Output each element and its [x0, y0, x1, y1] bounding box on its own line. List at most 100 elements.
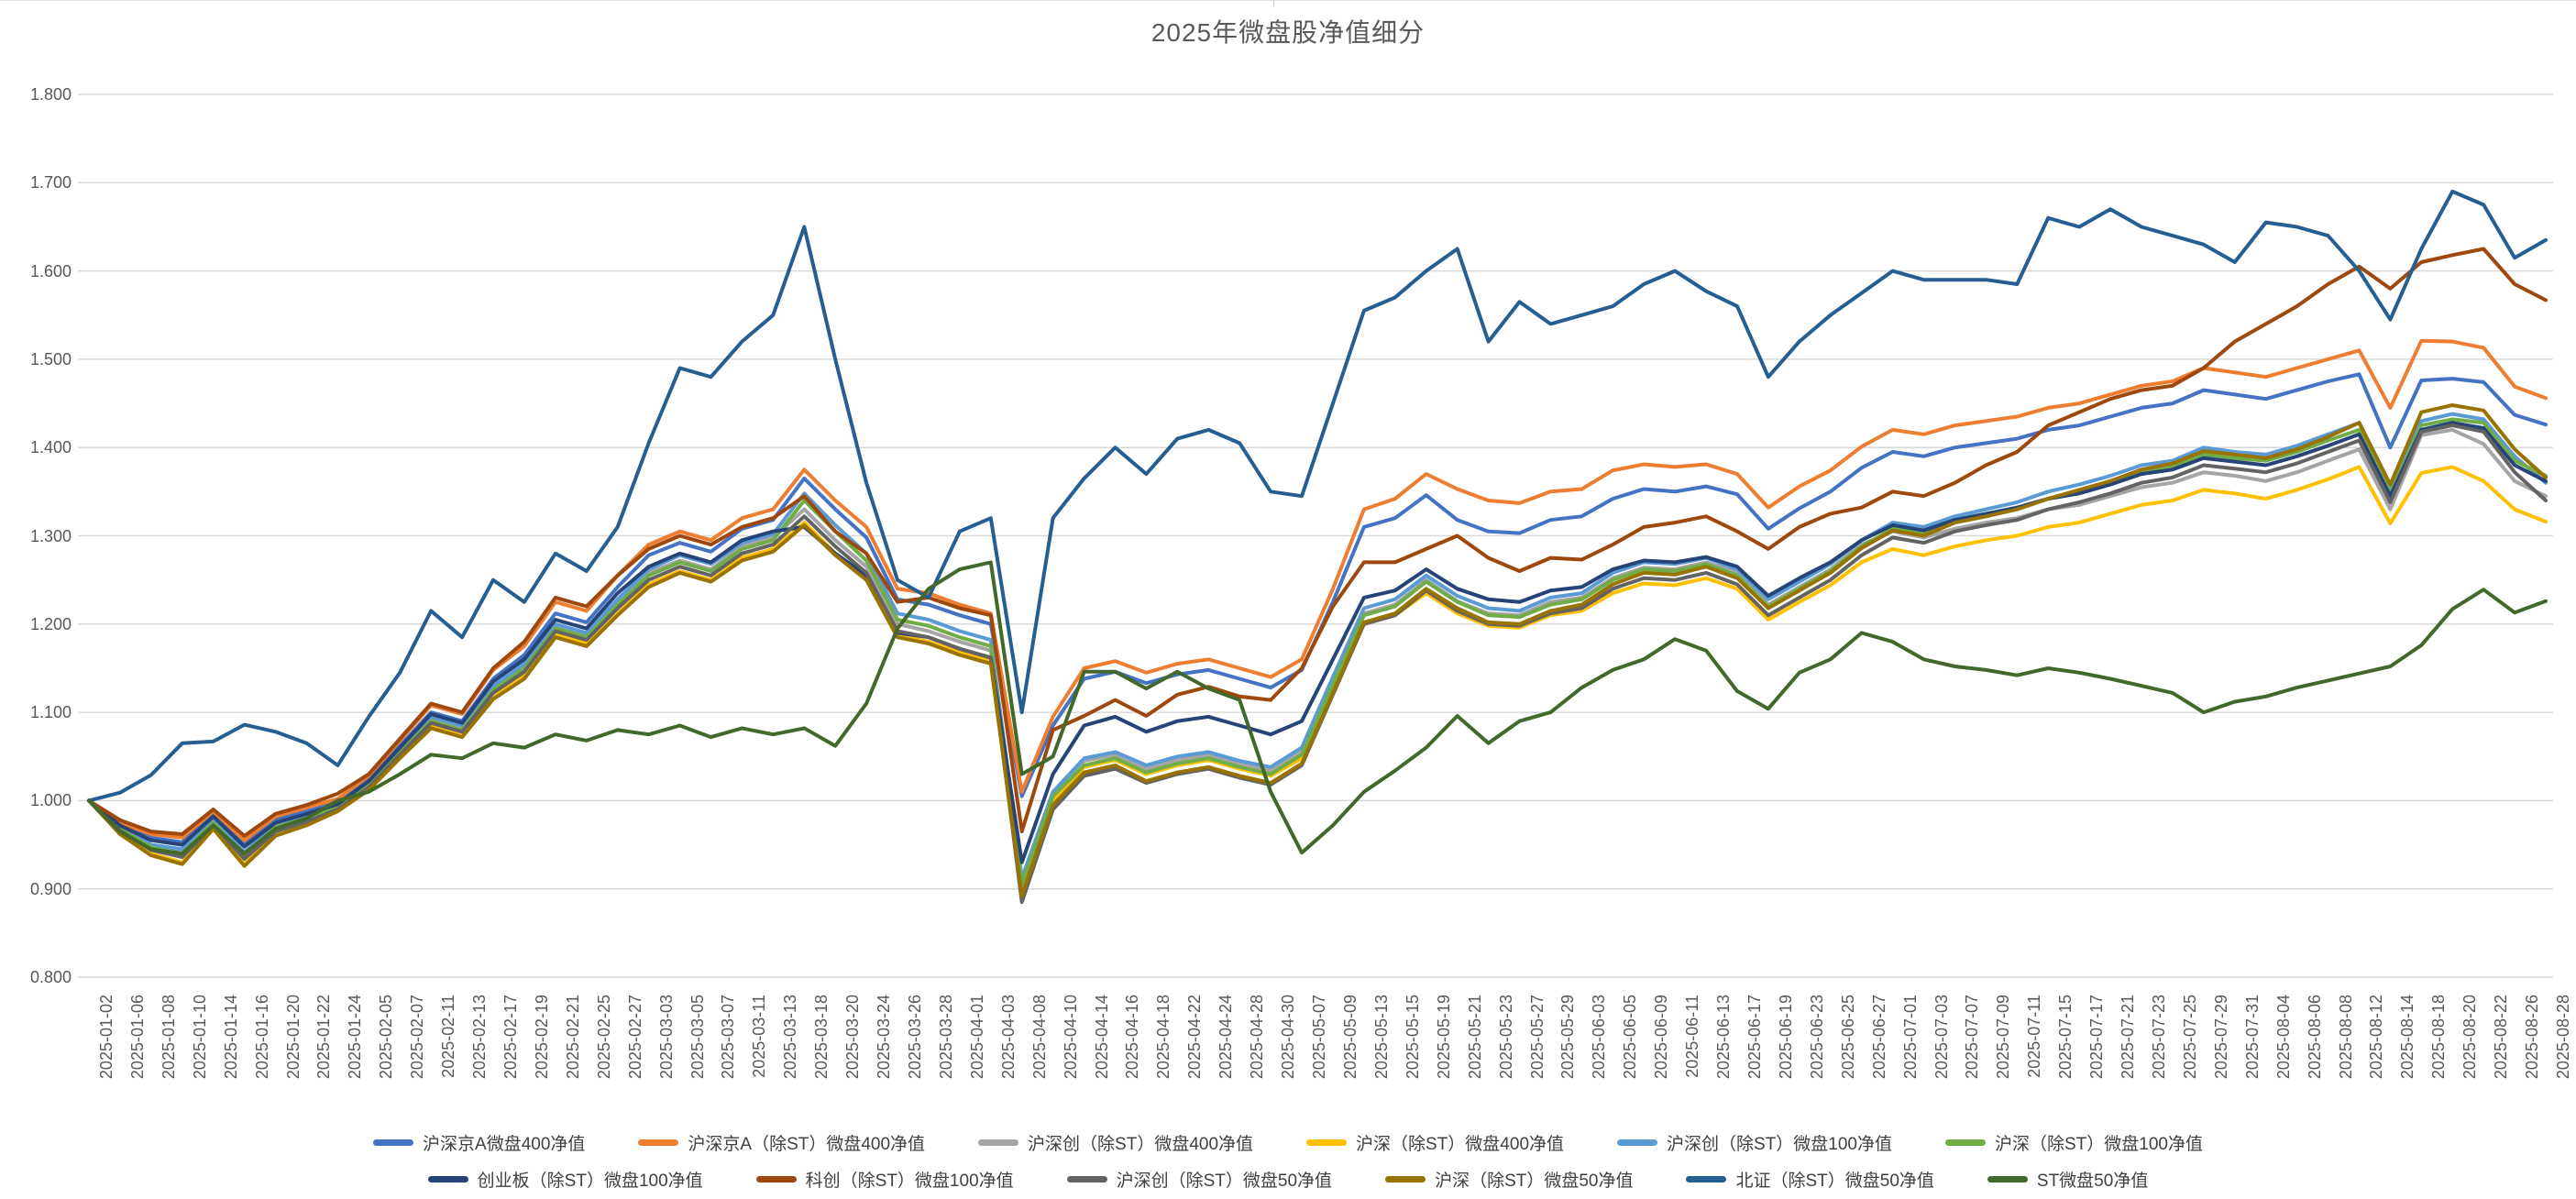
x-tick-label: 2025-05-15 [1403, 995, 1422, 1080]
x-tick-label: 2025-07-07 [1963, 995, 1982, 1080]
series-line [87, 247, 2548, 838]
legend-item[interactable]: 科创（除ST）微盘100净值 [755, 1167, 1014, 1192]
legend-item[interactable]: 沪深（除ST）微盘100净值 [1945, 1130, 2203, 1155]
x-tick-label: 2025-04-18 [1154, 995, 1173, 1080]
legend-item[interactable]: ST微盘50净值 [1987, 1167, 2148, 1192]
series-line [87, 465, 2548, 891]
series-line [87, 560, 2548, 856]
y-tick-label: 1.100 [29, 703, 72, 722]
x-tick-label: 2025-06-13 [1714, 995, 1734, 1080]
series-line [87, 417, 2548, 886]
x-tick-label: 2025-06-19 [1776, 995, 1795, 1080]
x-tick-label: 2025-02-05 [377, 995, 396, 1080]
x-tick-label: 2025-01-20 [283, 995, 303, 1080]
x-tick-label: 2025-01-14 [221, 995, 240, 1080]
x-tick-label: 2025-03-07 [719, 995, 738, 1080]
legend-swatch-icon [755, 1175, 797, 1182]
legend-swatch-icon [427, 1175, 468, 1182]
legend-label: 沪深（除ST）微盘400净值 [1356, 1134, 1565, 1154]
x-tick-label: 2025-06-25 [1838, 995, 1857, 1080]
x-tick-label: 2025-01-06 [127, 995, 147, 1080]
legend-item[interactable]: 沪深京A微盘400净值 [373, 1130, 585, 1155]
x-tick-label: 2025-02-25 [594, 995, 613, 1080]
legend-label: 科创（除ST）微盘100净值 [805, 1171, 1014, 1191]
x-tick-label: 2025-08-28 [2554, 995, 2572, 1080]
x-tick-label: 2025-03-05 [688, 995, 707, 1080]
chart-legend: 沪深京A微盘400净值 沪深京A（除ST）微盘400净值 沪深创（除ST）微盘400… [0, 1124, 2576, 1197]
spreadsheet-gridline-artifact [1273, 0, 1274, 6]
x-tick-label: 2025-01-10 [190, 995, 209, 1080]
x-tick-label: 2025-07-03 [1932, 995, 1951, 1080]
x-tick-label: 2025-04-01 [967, 995, 986, 1080]
x-tick-label: 2025-03-18 [812, 995, 831, 1080]
x-tick-label: 2025-02-27 [625, 995, 644, 1080]
y-tick-label: 1.800 [29, 85, 72, 104]
x-tick-label: 2025-05-21 [1465, 995, 1484, 1080]
x-tick-label: 2025-05-29 [1558, 995, 1578, 1080]
legend-item[interactable]: 沪深（除ST）微盘50净值 [1385, 1167, 1633, 1192]
series-line [87, 403, 2548, 898]
x-tick-label: 2025-04-03 [998, 995, 1018, 1080]
legend-item[interactable]: 沪深创（除ST）微盘100净值 [1617, 1130, 1892, 1155]
x-tick-label: 2025-02-21 [563, 995, 582, 1080]
legend-swatch-icon [1385, 1175, 1426, 1182]
legend-item[interactable]: 创业板（除ST）微盘100净值 [427, 1167, 703, 1192]
x-tick-label: 2025-02-11 [439, 995, 458, 1078]
x-tick-label: 2025-06-27 [1869, 995, 1888, 1080]
legend-swatch-icon [1066, 1175, 1107, 1182]
x-tick-label: 2025-06-23 [1807, 995, 1826, 1080]
x-tick-label: 2025-03-13 [781, 995, 800, 1080]
x-tick-label: 2025-02-17 [501, 995, 520, 1080]
y-tick-label: 1.200 [29, 614, 72, 633]
legend-label: 沪深京A微盘400净值 [423, 1134, 586, 1154]
legend-item[interactable]: 沪深京A（除ST）微盘400净值 [638, 1130, 925, 1155]
x-tick-label: 2025-05-27 [1527, 995, 1547, 1080]
x-tick-label: 2025-06-17 [1745, 995, 1764, 1080]
legend-swatch-icon [1945, 1138, 1986, 1146]
x-tick-label: 2025-07-15 [2056, 995, 2075, 1080]
x-tick-label: 2025-07-21 [2119, 995, 2138, 1080]
x-tick-label: 2025-08-04 [2273, 995, 2293, 1080]
y-tick-label: 1.700 [29, 173, 72, 192]
legend-item[interactable]: 沪深（除ST）微盘400净值 [1306, 1130, 1564, 1155]
x-tick-label: 2025-01-08 [159, 995, 178, 1080]
legend-row: 创业板（除ST）微盘100净值 科创（除ST）微盘100净值 沪深创（除ST）微盘5… [0, 1160, 2576, 1197]
legend-item[interactable]: 北证（除ST）微盘50净值 [1686, 1167, 1934, 1192]
x-tick-label: 2025-02-19 [532, 995, 551, 1080]
series-line [87, 412, 2548, 881]
legend-label: 沪深创（除ST）微盘100净值 [1667, 1134, 1892, 1154]
x-tick-label: 2025-06-03 [1590, 995, 1609, 1080]
x-tick-label: 2025-08-26 [2523, 995, 2542, 1080]
x-tick-label: 2025-05-19 [1434, 995, 1453, 1080]
x-tick-label: 2025-01-16 [252, 995, 271, 1080]
x-tick-label: 2025-08-06 [2305, 995, 2324, 1080]
x-tick-label: 2025-04-14 [1092, 995, 1111, 1080]
x-tick-label: 2025-04-24 [1216, 995, 1236, 1080]
x-tick-label: 2025-03-20 [843, 995, 863, 1080]
legend-item[interactable]: 沪深创（除ST）微盘400净值 [978, 1130, 1253, 1155]
x-tick-label: 2025-08-08 [2336, 995, 2355, 1080]
legend-label: 沪深（除ST）微盘100净值 [1995, 1134, 2203, 1154]
legend-item[interactable]: 沪深创（除ST）微盘50净值 [1066, 1167, 1332, 1192]
series-line [87, 338, 2548, 842]
legend-swatch-icon [1686, 1175, 1727, 1182]
x-tick-label: 2025-07-17 [2087, 995, 2107, 1080]
legend-swatch-icon [638, 1138, 679, 1146]
y-tick-label: 0.900 [29, 879, 72, 898]
y-tick-label: 1.000 [29, 791, 72, 810]
x-tick-label: 2025-06-05 [1621, 995, 1640, 1080]
legend-label: 北证（除ST）微盘50净值 [1735, 1171, 1934, 1191]
x-tick-label: 2025-03-28 [936, 995, 955, 1080]
x-tick-label: 2025-08-18 [2429, 995, 2449, 1080]
legend-row: 沪深京A微盘400净值 沪深京A（除ST）微盘400净值 沪深创（除ST）微盘400… [0, 1124, 2576, 1160]
x-tick-label: 2025-03-24 [875, 995, 894, 1080]
legend-label: 创业板（除ST）微盘100净值 [477, 1171, 703, 1191]
x-tick-label: 2025-04-28 [1248, 995, 1267, 1080]
x-tick-label: 2025-08-14 [2398, 995, 2417, 1080]
x-tick-label: 2025-07-09 [1994, 995, 2013, 1080]
y-tick-label: 1.500 [29, 349, 72, 368]
x-tick-label: 2025-02-13 [470, 995, 490, 1080]
x-tick-label: 2025-07-31 [2242, 995, 2262, 1080]
x-tick-label: 2025-07-01 [1900, 995, 1920, 1080]
